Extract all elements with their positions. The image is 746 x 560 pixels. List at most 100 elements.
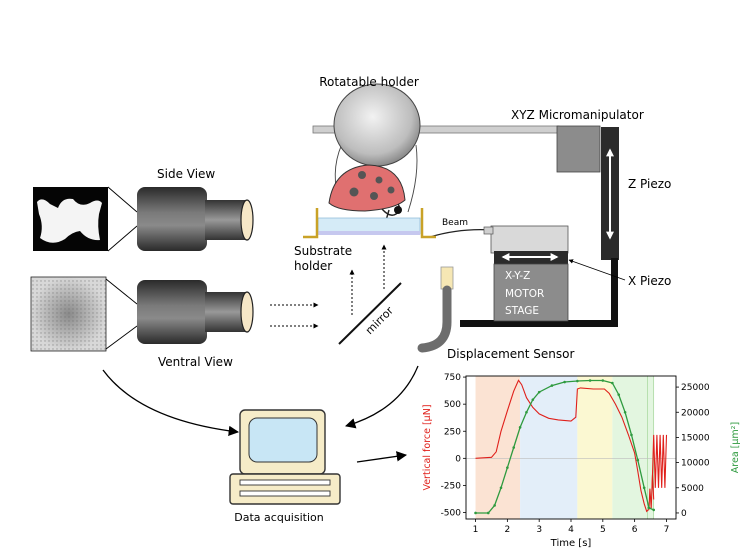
side-camera-body (137, 187, 207, 251)
ventral-camera-lens (205, 292, 247, 332)
x-tick-label: 4 (568, 525, 574, 535)
series-point (617, 393, 621, 396)
series-point (525, 410, 528, 414)
series-point (588, 379, 592, 382)
phase-band (520, 376, 578, 519)
series-point (652, 508, 656, 512)
optical-path: mirror (270, 244, 402, 345)
y-tick-label-left: 750 (444, 373, 461, 383)
computer-to-chart-arrow (356, 451, 408, 463)
x-tick-label: 2 (504, 525, 510, 535)
motor-stage-label-3: STAGE (505, 305, 539, 317)
beam-assembly (417, 226, 494, 353)
series-point (537, 390, 541, 394)
drive-slot (239, 479, 331, 486)
x-tick-label: 1 (473, 525, 479, 535)
series-point (601, 379, 605, 382)
substrate-frame (303, 208, 436, 239)
motor-stage-label-1: X-Y-Z (505, 270, 530, 282)
x-tick-label: 7 (664, 525, 670, 535)
camera-to-computer-arrow (102, 369, 240, 437)
x-tick-label: 3 (536, 525, 542, 535)
y-tick-label-right: 15000 (681, 433, 710, 443)
beam-clamp (483, 226, 494, 235)
specimen-spot (370, 192, 378, 200)
computer-base (229, 473, 341, 505)
series-point (611, 381, 614, 385)
series-point (474, 511, 477, 515)
series-point (623, 410, 627, 414)
x-piezo-label: X Piezo (628, 274, 671, 288)
series-point (499, 486, 503, 490)
specimen-joint (394, 206, 402, 214)
manipulator-block (556, 125, 601, 173)
frame-horizontal (460, 320, 618, 327)
motor-stage: X-Y-Z MOTOR STAGE (490, 225, 569, 322)
rotatable-holder (328, 83, 421, 230)
y-tick-label-right: 0 (681, 509, 687, 519)
y-tick-label-left: 250 (444, 427, 461, 437)
y-tick-label-right: 10000 (681, 459, 710, 469)
series-point (531, 398, 535, 401)
y-tick-label-left: 0 (455, 454, 461, 464)
y-tick-label-left: 500 (444, 400, 461, 410)
y-axis-label-left: Vertical force [μN] (422, 404, 433, 490)
diagram-labels: Rotatable holder XYZ Micromanipulator Si… (157, 75, 671, 524)
series-point (518, 426, 522, 429)
x-piezo-pointer (568, 259, 626, 281)
force-area-chart: 1 2 3 4 5 6 7 -500 -250 0 250 500 750 0 5000 10000 15000… (422, 373, 741, 549)
mirror (338, 282, 402, 345)
stage-body (493, 263, 569, 322)
micromanipulator-assembly (312, 125, 619, 327)
beam-label: Beam (442, 218, 468, 228)
beam (429, 229, 493, 238)
rotatable-ball (333, 83, 421, 167)
displacement-sensor-label: Displacement Sensor (447, 347, 575, 361)
data-acquisition-label: Data acquisition (234, 511, 323, 524)
series-point (642, 486, 646, 490)
specimen-body (328, 164, 406, 212)
series-point (550, 384, 554, 387)
motor-stage-label-2: MOTOR (505, 288, 544, 300)
side-view-specimen (37, 198, 102, 243)
rotatable-holder-label: Rotatable holder (319, 75, 419, 89)
xyz-micromanipulator-label: XYZ Micromanipulator (511, 108, 644, 122)
series-line (651, 434, 668, 488)
x-axis-label: Time [s] (550, 538, 592, 549)
y-tick-label-left: -500 (441, 509, 462, 519)
y-tick-label-left: -250 (441, 481, 462, 491)
sensor-cable (417, 285, 452, 353)
series-point (486, 511, 490, 515)
y-axis-label-right: Area [μm²] (730, 422, 741, 473)
substrate-holder (303, 208, 436, 239)
series-point (506, 466, 509, 469)
stage-top-plate (490, 225, 569, 254)
series-point (493, 504, 496, 507)
camera-link (105, 278, 138, 305)
series-point (512, 446, 516, 449)
side-view-camera (33, 186, 254, 252)
specimen-spot (387, 186, 395, 194)
holder-strap-right (407, 144, 418, 213)
drive-slot (239, 490, 331, 497)
substrate-slide (318, 231, 420, 235)
ventral-view-texture (31, 277, 106, 351)
substrate-holder-label-1: Substrate (294, 244, 352, 258)
specimen-spot (358, 171, 366, 179)
z-piezo-label: Z Piezo (628, 177, 671, 191)
substrate-holder-label-2: holder (294, 259, 332, 273)
side-camera-lens (205, 200, 247, 240)
specimen-spot (349, 187, 359, 197)
y-tick-label-right: 5000 (681, 484, 704, 494)
series-point (630, 433, 633, 437)
series-point (563, 380, 566, 384)
camera-link (105, 325, 138, 350)
signal-arrows (102, 259, 626, 463)
data-acquisition-computer (229, 409, 341, 505)
frame-vertical (611, 258, 618, 326)
series-point (576, 379, 579, 383)
series-point (647, 506, 651, 510)
series-line (475, 379, 655, 513)
y-tick-label-right: 25000 (681, 383, 710, 393)
